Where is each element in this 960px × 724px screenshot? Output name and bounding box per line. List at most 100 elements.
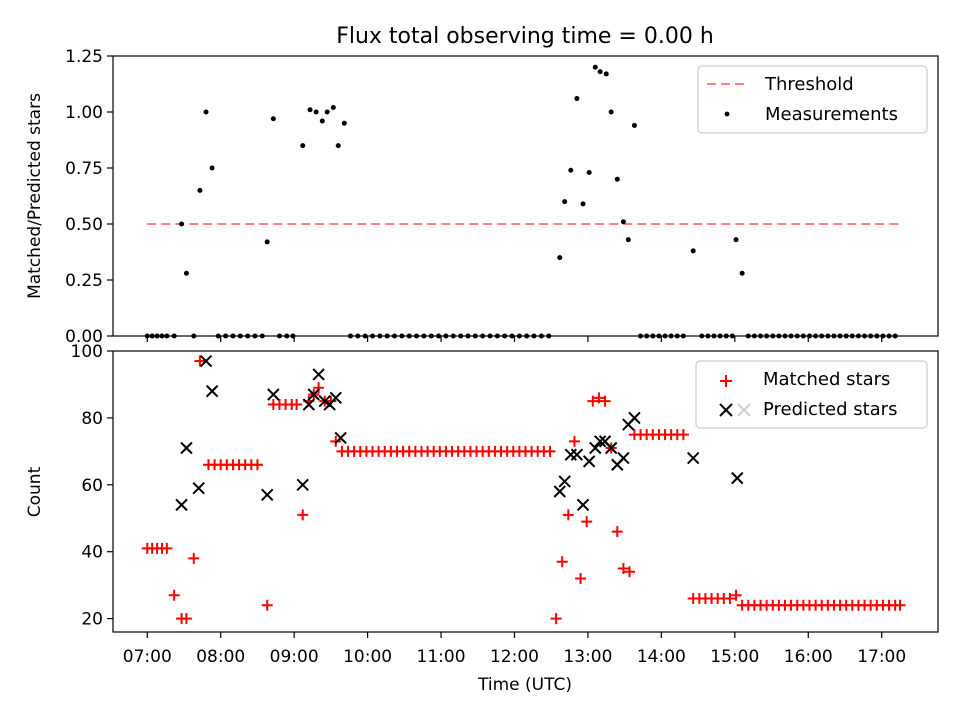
bottom-panel: 20 40 60 80 100 07:00 08:00 09:00 10:00 11:00 12:… (25, 342, 939, 695)
predicted-star-marker (261, 488, 274, 502)
measurement-point (574, 96, 580, 102)
measurement-point (603, 71, 609, 77)
measurement-point (197, 187, 203, 193)
predicted-star-marker (329, 391, 342, 405)
matched-star-marker (575, 572, 587, 584)
measurement-point (739, 270, 745, 276)
predicted-star-marker (180, 441, 193, 455)
legend-matched-label: Matched stars (763, 369, 890, 390)
matched-star-marker (330, 435, 342, 447)
bottom-y-tick-label: 40 (81, 543, 103, 563)
bottom-x-tick-label: 17:00 (857, 647, 906, 667)
matched-star-marker (677, 429, 689, 441)
top-y-tick-label: 0.75 (65, 159, 103, 179)
measurement-point (625, 237, 631, 243)
bottom-x-tick-label: 13:00 (563, 647, 612, 667)
predicted-star-marker (576, 498, 590, 512)
measurement-point (614, 176, 620, 182)
bottom-plot-frame (112, 350, 939, 633)
bottom-x-axis-label: Time (UTC) (477, 675, 572, 695)
predicted-star-marker (312, 368, 325, 381)
matched-star-marker (313, 382, 325, 394)
legend-matched-swatch (720, 375, 732, 387)
measurement-point (592, 64, 598, 70)
predicted-star-marker (307, 388, 320, 401)
matched-star-marker (291, 399, 303, 411)
bottom-x-tick-label: 15:00 (710, 647, 759, 667)
measurement-point (330, 105, 336, 111)
predicted-star-marker (199, 354, 213, 368)
measurement-point (307, 107, 313, 113)
measurement-point (562, 199, 568, 205)
measurement-point (557, 255, 563, 261)
measurement-point (179, 221, 185, 227)
bottom-x-tick-label: 10:00 (343, 647, 392, 667)
bottom-y-tick-label: 60 (81, 476, 103, 496)
predicted-star-marker (617, 451, 630, 465)
chart-title: Flux total observing time = 0.00 h (336, 24, 714, 49)
bottom-y-tick-label: 20 (81, 610, 103, 630)
matched-star-marker (261, 599, 273, 611)
predicted-star-marker (296, 478, 309, 492)
bottom-x-tick-label: 14:00 (637, 647, 686, 667)
matched-star-marker (724, 593, 736, 605)
measurement-point (568, 167, 574, 173)
predicted-star-marker (334, 431, 347, 445)
measurement-point (631, 122, 637, 128)
matched-star-marker (180, 613, 192, 625)
legend-predicted-label: Predicted stars (763, 399, 897, 420)
bottom-y-tick-label: 80 (81, 409, 103, 429)
legend-predicted-swatch (719, 403, 733, 417)
predicted-star-marker (175, 498, 188, 512)
predicted-star-marker (628, 411, 641, 425)
measurement-point (183, 270, 189, 276)
measurement-point (203, 109, 209, 115)
measurement-point (608, 109, 614, 115)
measurement-point (209, 165, 215, 171)
measurement-point (586, 169, 592, 175)
bottom-x-ticks: 07:00 08:00 09:00 10:00 11:00 12:00 13:00 14:00… (123, 632, 906, 667)
legend-measurements-swatch (724, 111, 730, 117)
matched-star-marker (593, 392, 605, 404)
matched-star-marker (544, 445, 556, 457)
measurement-point (270, 116, 276, 122)
matched-star-marker (550, 613, 562, 625)
matched-star-marker (297, 509, 309, 521)
matched-star-marker (556, 556, 568, 568)
matched-star-marker (161, 542, 173, 554)
top-y-ticks: 0.00 0.25 0.50 0.75 1.00 1.25 (65, 47, 113, 347)
bottom-y-tick-label: 100 (71, 342, 103, 362)
measurement-point (597, 69, 603, 75)
matched-star-marker (617, 562, 629, 574)
measurement-point (324, 109, 330, 115)
measurement-point (264, 239, 270, 245)
bottom-y-axis-label: Count (25, 466, 45, 517)
predicted-star-marker (582, 455, 596, 468)
legend-measurements-label: Measurements (765, 104, 898, 125)
matched-star-marker (730, 589, 742, 601)
measurement-point (690, 248, 696, 254)
predicted-star-marker (731, 471, 744, 485)
predicted-star-marker (553, 485, 566, 498)
predicted-star-marker (570, 448, 584, 461)
measurement-point (620, 219, 626, 225)
top-x-tick-marks (146, 336, 883, 342)
top-y-tick-label: 0.25 (65, 271, 103, 291)
matched-star-marker (894, 599, 906, 611)
top-y-tick-label: 0.00 (65, 327, 103, 347)
matched-star-marker (562, 509, 574, 521)
bottom-x-tick-label: 11:00 (417, 647, 466, 667)
matched-star-marker (568, 435, 580, 447)
matched-star-marker (581, 516, 593, 528)
measurement-point (335, 143, 341, 149)
top-y-tick-label: 1.25 (65, 47, 103, 67)
matched-star-marker (251, 459, 263, 471)
predicted-star-marker (267, 388, 280, 401)
legend-predicted-swatch-ghost (737, 403, 751, 417)
measurement-point (313, 109, 319, 115)
measurement-point (580, 201, 586, 207)
matched-star-marker (194, 355, 206, 367)
predicted-star-marker (589, 441, 602, 455)
predicted-star-marker (686, 451, 700, 465)
